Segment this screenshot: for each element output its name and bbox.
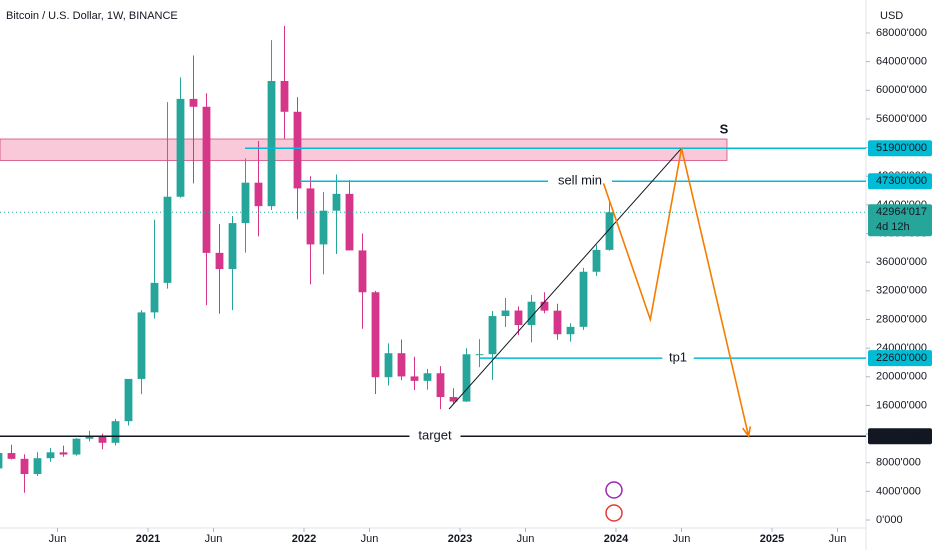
y-tick-label: 36000'000 [876,256,927,268]
candle-body [7,453,16,459]
last-price-label: 42964'017 [876,206,927,218]
price-badge [868,140,932,157]
candle-body [254,182,263,207]
candle-body [358,250,367,293]
y-tick-label: 20000'000 [876,371,927,383]
candle-body [540,301,549,311]
candle-body [449,397,458,402]
candle-body [410,376,419,381]
candle-body [241,182,250,224]
last-price-badge [868,204,932,237]
y-tick-label: 28000'000 [876,313,927,325]
candle-body [189,98,198,107]
candle-body [72,438,81,455]
candle-body [215,252,224,270]
candle-body [98,436,107,443]
x-tick-label: 2022 [292,533,316,545]
candle-body [46,452,55,459]
candle-body [293,111,302,189]
y-tick-label: 32000'000 [876,285,927,297]
projection-path [602,148,750,437]
y-tick-label: 0'000 [876,514,903,526]
y-tick-label: 4000'000 [876,485,921,497]
level-text-bg [409,428,461,445]
y-tick-label: 56000'000 [876,113,927,125]
candle-body [345,193,354,251]
price-badge-label: 11700'000 [876,430,926,442]
price-badge [868,173,932,190]
trendline [448,147,682,410]
x-tick-label: Jun [673,533,691,545]
candle-body [592,249,601,272]
price-badge [868,428,932,445]
y-tick-label: 8000'000 [876,457,921,469]
candle-body [553,310,562,335]
candle-body [124,378,133,422]
candle-body [111,421,120,443]
zone-label: S [720,121,729,136]
candle-body [527,301,536,326]
x-tick-label: Jun [517,533,535,545]
price-badge-label: 51900'000 [876,142,927,154]
y-tick-label: 68000'000 [876,27,927,39]
candle-body [306,188,315,245]
candle-body [501,310,510,317]
candle-body [319,210,328,245]
y-tick-label: 60000'000 [876,84,927,96]
candle-body [579,271,588,327]
level-text: tp1 [669,350,687,365]
candle-body [267,80,276,207]
y-tick-label: 16000'000 [876,399,927,411]
candle-body [371,292,380,378]
x-tick-label: Jun [361,533,379,545]
event-icon[interactable] [605,504,623,522]
candle-body [33,458,42,475]
candle-body [566,326,575,335]
level-text: sell min [558,173,602,188]
arrow-head [742,426,752,439]
candle-body [475,354,484,356]
chart-title: Bitcoin / U.S. Dollar, 1W, BINANCE [6,10,178,22]
candle-body [150,282,159,313]
x-tick-label: Jun [829,533,847,545]
price-badge-label: 47300'000 [876,175,927,187]
price-badge-label: 22600'000 [876,352,927,364]
candle-body [436,373,445,398]
candle-body [0,453,3,469]
candle-body [163,196,172,283]
candle-body [176,98,185,197]
candle-body [514,310,523,326]
x-tick-label: Jun [49,533,67,545]
candle-body [137,312,146,379]
candle-body [85,436,94,439]
candle-body [384,353,393,378]
x-tick-label: Jun [205,533,223,545]
level-text-bg [548,173,612,190]
event-icon[interactable] [605,481,623,499]
x-tick-label: 2021 [136,533,160,545]
resistance-zone [0,138,728,161]
level-text-bg [662,350,694,367]
candle-body [20,458,29,475]
candle-body [202,106,211,253]
countdown: 4d 12h [876,221,910,233]
candle-body [228,223,237,270]
candle-body [605,212,614,250]
level-text: target [418,428,452,443]
candle-body [332,193,341,211]
x-tick-label: 2025 [760,533,784,545]
candle-body [397,353,406,377]
candle-body [59,452,68,455]
x-tick-label: 2023 [448,533,472,545]
candle-body [423,373,432,381]
candle-body [462,354,471,402]
candle-body [280,80,289,112]
x-tick-label: 2024 [604,533,629,545]
currency[interactable]: USD [880,10,903,22]
candle-body [488,316,497,355]
price-badge [868,350,932,367]
y-tick-label: 64000'000 [876,56,927,68]
